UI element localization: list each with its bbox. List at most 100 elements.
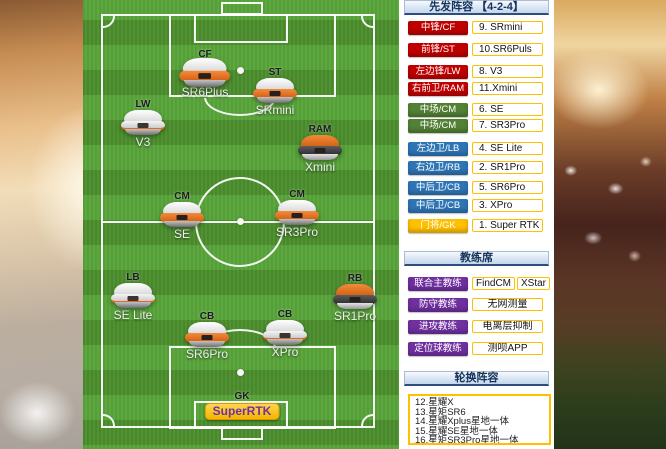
rotation-item: 14.星耀Xplus星地一体 <box>415 416 509 428</box>
device-dome <box>336 284 374 297</box>
player-gk[interactable]: GK SuperRTK <box>204 391 280 420</box>
device-dome <box>114 283 152 296</box>
device-base <box>337 303 373 309</box>
gnss-receiver-icon <box>275 200 319 225</box>
player-value-box[interactable]: 11.Xmini <box>472 82 543 95</box>
penalty-spot-bottom <box>237 369 244 376</box>
player-value-box[interactable]: 10.SR6Puls <box>472 43 543 56</box>
player-value-box[interactable]: 1. Super RTK <box>472 219 543 232</box>
device-port <box>198 73 212 79</box>
starting-row: 中后卫/CB 3. XPro <box>399 199 554 213</box>
starting-row: 左边卫/LB 4. SE Lite <box>399 142 554 156</box>
device-port <box>137 123 149 128</box>
coach-row: 进攻教练 电离层抑制 <box>399 320 554 334</box>
starting-row: 门将/GK 1. Super RTK <box>399 219 554 233</box>
starting-row: 中锋/CF 9. SRmini <box>399 21 554 35</box>
position-chip[interactable]: 前锋/ST <box>408 43 468 57</box>
coach-value-box[interactable]: 测呗APP <box>472 342 543 355</box>
player-cb[interactable]: CB SR6Pro <box>185 311 229 361</box>
starting-row: 中场/CM 6. SE <box>399 103 554 117</box>
gnss-receiver-icon <box>179 58 231 87</box>
device-port <box>269 91 281 96</box>
player-value-box[interactable]: 9. SRmini <box>472 21 543 34</box>
position-chip[interactable]: 右前卫/RAM <box>408 82 468 96</box>
penalty-spot-top <box>237 67 244 74</box>
gk-badge[interactable]: SuperRTK <box>204 403 280 420</box>
position-label: ST <box>268 67 282 78</box>
player-value-box[interactable]: 7. SR3Pro <box>472 119 543 132</box>
player-value-box[interactable]: 8. V3 <box>472 65 543 78</box>
position-chip[interactable]: 左边卫/LB <box>408 142 468 156</box>
coach-row: 定位球教练 测呗APP <box>399 342 554 356</box>
player-st[interactable]: ST SRmini <box>253 67 297 117</box>
player-cm[interactable]: CM SR3Pro <box>275 189 319 239</box>
player-rb[interactable]: RB SR1Pro <box>333 273 377 323</box>
coach-role-chip[interactable]: 定位球教练 <box>408 342 468 356</box>
player-name: SR6Plus <box>181 85 229 99</box>
device-port <box>349 297 361 302</box>
position-chip[interactable]: 右边卫/RB <box>408 161 468 175</box>
player-value-box[interactable]: 2. SR1Pro <box>472 161 543 174</box>
coach-row: 防守教练 无网测量 <box>399 298 554 312</box>
player-value-box[interactable]: 4. SE Lite <box>472 142 543 155</box>
coach-role-chip[interactable]: 进攻教练 <box>408 320 468 334</box>
coach-role-chip[interactable]: 联合主教练 <box>408 277 468 291</box>
lineup-panel: 先发阵容 【4-2-4】 中锋/CF 9. SRmini 前锋/ST 10.SR6Pu… <box>399 0 554 449</box>
player-name: SE <box>173 227 190 241</box>
position-label: LB <box>126 272 140 283</box>
device-base <box>257 97 293 103</box>
position-chip[interactable]: 中场/CM <box>408 119 468 133</box>
device-port <box>127 296 139 301</box>
device-base <box>267 339 303 345</box>
position-chip[interactable]: 中后卫/CB <box>408 181 468 195</box>
coach-value-box[interactable]: XStar <box>517 277 550 290</box>
gnss-receiver-icon <box>298 135 342 160</box>
rotation-item: 16.星矩SR3Pro星地一体 <box>415 435 519 445</box>
starting-row: 中场/CM 7. SR3Pro <box>399 119 554 133</box>
device-port <box>291 213 303 218</box>
player-lb[interactable]: LB SE Lite <box>111 272 155 322</box>
player-name: SRmini <box>255 103 295 117</box>
device-dome <box>301 135 339 148</box>
position-chip[interactable]: 左边锋/LW <box>408 65 468 79</box>
player-ram[interactable]: RAM Xmini <box>298 124 342 174</box>
player-value-box[interactable]: 3. XPro <box>472 199 543 212</box>
position-chip[interactable]: 中场/CM <box>408 103 468 117</box>
rotation-list: 12.星耀X 13.星矩SR6 14.星耀Xplus星地一体 15.星耀SE星地一体 1… <box>408 394 551 445</box>
position-label: LW <box>135 99 151 110</box>
rotation-item: 12.星耀X <box>415 397 454 408</box>
coach-value-box[interactable]: FindCM <box>472 277 515 290</box>
device-port <box>201 335 213 340</box>
gnss-receiver-icon <box>253 78 297 103</box>
gnss-receiver-icon <box>121 110 165 135</box>
position-chip[interactable]: 中锋/CF <box>408 21 468 35</box>
player-cf[interactable]: CF SR6Plus <box>179 49 231 99</box>
position-label: CB <box>277 309 293 320</box>
player-name: XPro <box>271 345 299 359</box>
position-label: CB <box>199 311 215 322</box>
position-chip[interactable]: 中后卫/CB <box>408 199 468 213</box>
player-cm[interactable]: CM SE <box>160 191 204 241</box>
stadium-background-left <box>0 0 83 449</box>
player-value-box[interactable]: 6. SE <box>472 103 543 116</box>
starting-row: 前锋/ST 10.SR6Puls <box>399 43 554 57</box>
coach-value-box[interactable]: 无网测量 <box>472 298 543 311</box>
device-base <box>279 219 315 225</box>
device-dome <box>256 78 294 91</box>
position-chip[interactable]: 门将/GK <box>408 219 468 233</box>
coach-value-box[interactable]: 电离层抑制 <box>472 320 543 333</box>
starting-row: 左边锋/LW 8. V3 <box>399 65 554 79</box>
player-value-box[interactable]: 5. SR6Pro <box>472 181 543 194</box>
stadium-background-right <box>554 0 666 449</box>
device-base <box>302 154 338 160</box>
coach-row: 联合主教练 FindCM XStar <box>399 277 554 291</box>
player-cb[interactable]: CB XPro <box>263 309 307 359</box>
player-lw[interactable]: LW V3 <box>121 99 165 149</box>
gnss-receiver-icon <box>185 322 229 347</box>
device-dome <box>163 202 201 215</box>
player-name: V3 <box>135 135 151 149</box>
gnss-receiver-icon <box>111 283 155 308</box>
device-port <box>176 215 188 220</box>
player-name: Xmini <box>304 160 335 174</box>
coach-role-chip[interactable]: 防守教练 <box>408 298 468 312</box>
